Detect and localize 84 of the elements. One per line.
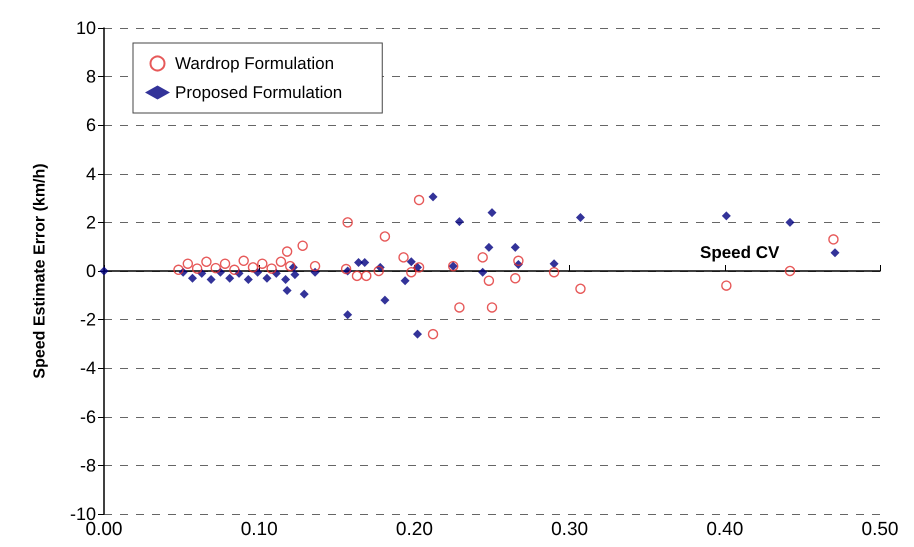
point [360,258,370,267]
y-tick-label: 0 [86,261,96,281]
y-tick-label: -2 [80,310,96,330]
point [548,267,560,278]
point [488,208,496,218]
point [414,262,424,273]
point [173,264,184,275]
point [478,268,488,277]
point [282,286,292,295]
point [262,274,272,283]
point [428,192,438,202]
y-tick-label: -8 [80,455,96,476]
point [400,276,410,286]
point [513,256,524,266]
point [510,273,520,284]
y-tick-label: 4 [86,164,96,184]
point [486,302,498,313]
point [828,234,839,245]
point [380,296,390,305]
point [785,218,794,227]
point [248,262,258,273]
point [477,252,488,263]
point [210,262,221,274]
x-axis-title: Speed CV [700,243,780,262]
point [282,246,292,257]
y-tick-label: 8 [86,66,96,87]
point [576,213,585,222]
point [188,274,197,283]
y-axis-title: Speed Estimate Error (km/h) [32,163,48,379]
point [238,256,249,266]
y-tick-label: 2 [86,212,96,232]
point [575,284,586,294]
point [830,248,840,258]
point [206,275,216,284]
point [266,263,277,274]
point [310,260,320,272]
point [721,280,732,291]
point [225,274,234,283]
y-tick-label: 10 [76,18,96,38]
y-tick-label: -6 [80,406,96,427]
point [361,270,372,282]
point [510,242,520,252]
point [342,217,353,228]
point [550,259,559,268]
point [784,266,796,276]
x-tick-label: 0.50 [862,519,898,540]
point [276,256,286,267]
x-tick-label: 0.00 [86,519,122,540]
point [257,258,268,269]
point [484,276,494,286]
x-tick-label: 0.40 [706,519,744,540]
point [398,252,409,263]
y-tick-label: 6 [86,115,96,136]
point [374,266,384,276]
point [300,290,309,299]
point [297,240,308,251]
point [343,310,352,320]
point [220,258,230,269]
point [201,256,212,267]
point [244,275,253,284]
point [380,231,390,242]
x-tick-label: 0.30 [551,519,588,540]
y-tick-label: -4 [80,358,96,378]
point [414,194,424,206]
point [285,260,296,272]
point [352,270,362,282]
point [413,330,422,339]
legend-label: Wardrop Formulation [175,54,334,73]
point [428,328,438,340]
point [290,270,300,280]
point [722,211,731,220]
point [454,302,465,313]
x-tick-label: 0.10 [240,519,278,540]
point [454,217,464,226]
point [182,258,194,269]
x-tick-label: 0.20 [396,519,433,540]
legend-label: Proposed Formulation [175,83,342,102]
point [340,264,352,274]
point [406,257,416,266]
point [192,263,202,274]
point [406,267,416,278]
point [484,242,494,252]
point [281,275,290,284]
point [229,264,240,275]
